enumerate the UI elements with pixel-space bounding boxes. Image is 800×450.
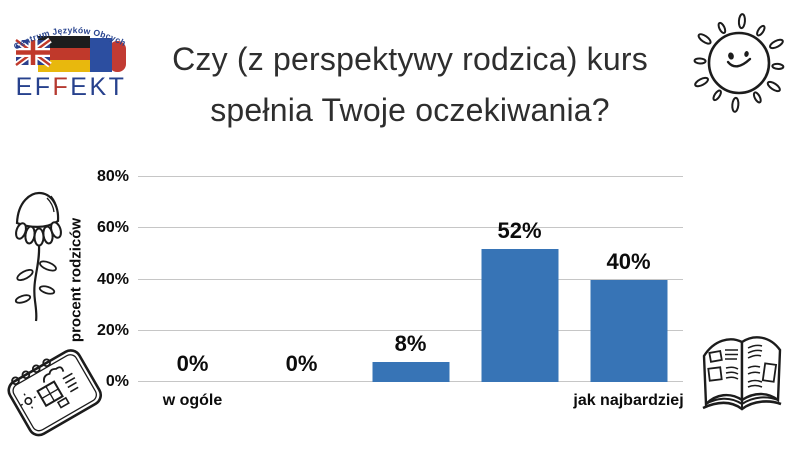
- title-line-1: Czy (z perspektywy rodzica) kurs: [172, 41, 648, 77]
- plot-area: 0% 20% 40% 60% 80% 0% w ogóle 0% 8% 52% 40% jak naj…: [97, 168, 684, 410]
- title-line-2: spełnia Twoje oczekiwania?: [210, 92, 610, 128]
- bar-value-label: 0%: [176, 351, 209, 376]
- y-tick-label: 0%: [105, 373, 129, 390]
- uk-flag-icon: [14, 37, 52, 68]
- bar: [590, 279, 667, 382]
- slide-title: Czy (z perspektywy rodzica) kurs spełnia…: [145, 34, 675, 136]
- effekt-logo: Centrum Języków Obcych EFFEKT: [12, 25, 128, 101]
- bar-slot: 0%: [247, 177, 356, 382]
- gridline: [138, 329, 683, 331]
- y-tick-label: 60%: [96, 219, 129, 237]
- y-tick-label: 20%: [96, 321, 129, 339]
- bar-value-label: 0%: [285, 351, 318, 376]
- logo-brand-text: EFFEKT: [16, 73, 127, 101]
- bar-slot: 8%: [356, 177, 465, 382]
- bar-value-label: 52%: [497, 217, 542, 243]
- bar-value-label: 40%: [606, 248, 651, 274]
- y-tick-label: 40%: [96, 270, 129, 288]
- bar-value-label: 8%: [394, 330, 427, 356]
- bar-slot: 52%: [465, 177, 574, 382]
- flower-icon: [4, 183, 72, 323]
- y-tick-label: 80%: [96, 168, 129, 185]
- france-flag-icon: [88, 38, 126, 72]
- bar-slot: 0% w ogóle: [138, 177, 247, 409]
- sun-icon: [683, 8, 795, 118]
- gridline: [138, 278, 683, 280]
- bar: [481, 248, 558, 382]
- notebook-icon: [0, 330, 110, 450]
- bar-slot: 40% jak najbardziej: [573, 177, 683, 410]
- gridline: [138, 176, 683, 177]
- gridline: [138, 227, 683, 229]
- open-book-icon: [690, 312, 800, 430]
- x-category-label: jak najbardziej: [573, 392, 684, 409]
- x-category-label: w ogóle: [162, 392, 223, 409]
- bar: [372, 361, 449, 382]
